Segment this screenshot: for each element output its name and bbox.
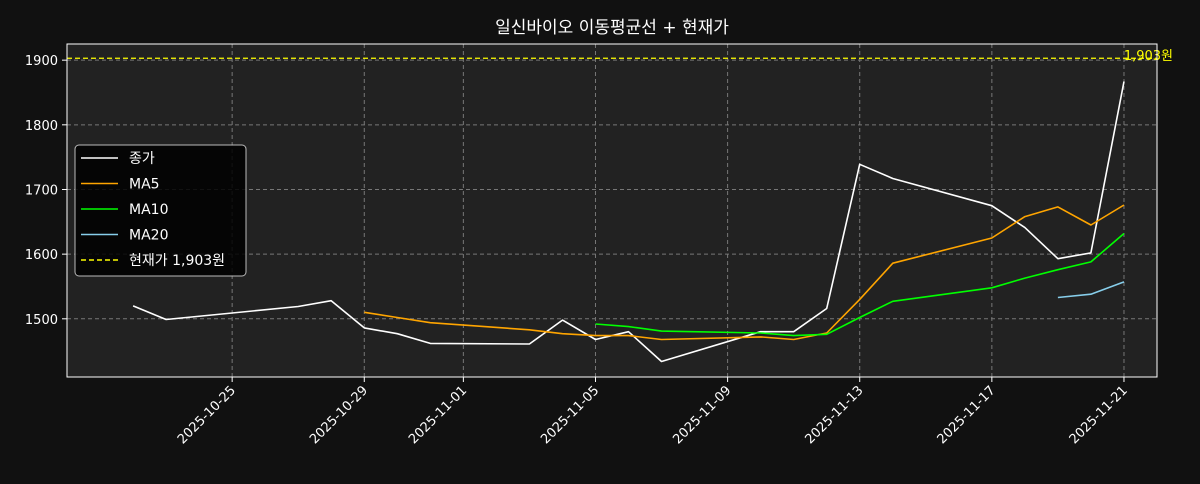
legend-label: MA10 — [129, 202, 168, 218]
plot-area — [67, 44, 1157, 377]
y-tick-label: 1600 — [25, 248, 58, 263]
legend-label: 종가 — [129, 151, 155, 167]
series-line-종가 — [132, 81, 1125, 363]
y-tick-label: 1500 — [25, 313, 58, 328]
series-line-MA20 — [1057, 281, 1125, 299]
legend: 종가 MA5 MA10 MA20 현재가 1,903원 — [74, 144, 247, 277]
series-line-MA5 — [364, 204, 1125, 341]
legend-box — [74, 144, 247, 277]
series-line-MA10 — [595, 232, 1125, 337]
current-price-label: 1,903원 — [1124, 49, 1173, 64]
legend-label: MA20 — [129, 228, 168, 244]
y-axis: 1500 1600 1700 1800 1900 — [25, 54, 67, 328]
chart-title: 일신바이오 이동평균선 + 현재가 — [495, 18, 729, 38]
legend-label: MA5 — [129, 177, 160, 193]
legend-label: 현재가 1,903원 — [129, 253, 225, 269]
current-price-line-group: 1,903원 — [67, 49, 1173, 64]
y-tick-label: 1700 — [25, 183, 58, 198]
y-tick-label: 1900 — [25, 54, 58, 69]
series-lines — [132, 81, 1125, 363]
plot-frame — [66, 43, 1158, 378]
y-tick-label: 1800 — [25, 119, 58, 134]
